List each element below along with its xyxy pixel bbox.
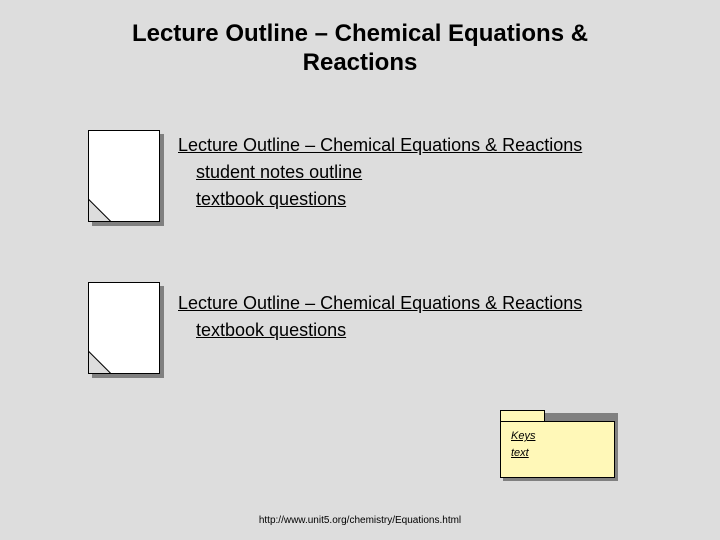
folder-icon: Keys text	[500, 410, 615, 478]
lecture-outline-link[interactable]: Lecture Outline – Chemical Equations & R…	[178, 132, 582, 159]
link-group-2: Lecture Outline – Chemical Equations & R…	[178, 290, 582, 344]
textbook-questions-link[interactable]: textbook questions	[196, 186, 582, 213]
document-icon	[88, 282, 160, 374]
textbook-questions-link[interactable]: textbook questions	[196, 317, 582, 344]
keys-link[interactable]: Keys	[511, 428, 604, 445]
icon-paper	[88, 282, 160, 374]
link-group-1: Lecture Outline – Chemical Equations & R…	[178, 132, 582, 213]
icon-paper	[88, 130, 160, 222]
page-fold-line	[89, 351, 111, 373]
folder-body: Keys text	[500, 421, 615, 478]
slide: Lecture Outline – Chemical Equations & R…	[0, 0, 720, 540]
slide-title: Lecture Outline – Chemical Equations & R…	[100, 20, 620, 78]
page-fold-line	[89, 199, 111, 221]
student-notes-link[interactable]: student notes outline	[196, 159, 582, 186]
footer-url: http://www.unit5.org/chemistry/Equations…	[0, 515, 720, 526]
document-icon	[88, 130, 160, 222]
lecture-outline-link[interactable]: Lecture Outline – Chemical Equations & R…	[178, 290, 582, 317]
text-link[interactable]: text	[511, 445, 604, 462]
